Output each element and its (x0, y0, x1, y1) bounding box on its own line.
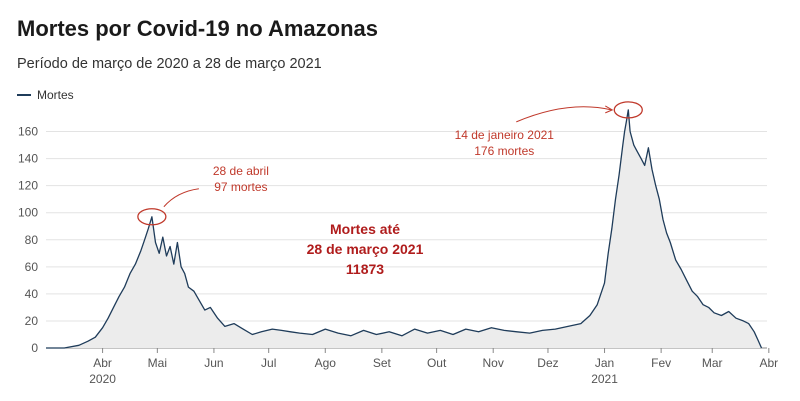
y-tick-label: 40 (25, 287, 39, 301)
y-tick-label: 160 (18, 125, 38, 139)
x-tick-year-label: 2021 (591, 372, 618, 386)
legend-swatch (17, 94, 31, 96)
y-tick-label: 60 (25, 260, 39, 274)
area-layer (46, 109, 763, 349)
legend: Mortes (17, 88, 74, 102)
x-tick-label: Jul (261, 356, 276, 370)
x-tick-label: Fev (651, 356, 671, 370)
total-deaths-text: 11873 (346, 261, 384, 277)
peak-arrowhead-january (605, 105, 614, 114)
series-line-mortes (46, 109, 763, 349)
y-tick-label: 120 (18, 179, 38, 193)
x-tick-label: Nov (483, 356, 504, 370)
annotation-text-april: 97 mortes (214, 180, 267, 194)
chart-title: Mortes por Covid-19 no Amazonas (17, 16, 379, 41)
total-deaths-text: 28 de março 2021 (307, 241, 424, 257)
x-tick-label: Mai (148, 356, 167, 370)
annotation-layer: 28 de abril 97 mortes 14 de janeiro 2021 17… (137, 101, 643, 277)
x-tick-year-label: 2020 (89, 372, 116, 386)
x-tick-label: Jan (595, 356, 614, 370)
legend-label: Mortes (37, 88, 74, 102)
annotation-text-april: 28 de abril (213, 164, 269, 178)
annotation-text-january: 176 mortes (474, 144, 534, 158)
y-tick-label: 100 (18, 206, 38, 220)
x-tick-label: Out (427, 356, 447, 370)
x-tick-label: Ago (315, 356, 337, 370)
peak-arrow-april (163, 188, 199, 208)
peak-arrow-january (516, 106, 612, 123)
chart-subtitle: Período de março de 2020 a 28 de março 2… (17, 56, 322, 72)
y-tick-label: 80 (25, 233, 39, 247)
y-tick-label: 0 (31, 341, 38, 355)
x-tick-label: Abr (759, 356, 778, 370)
y-tick-label: 20 (25, 314, 39, 328)
x-tick-label: Mar (702, 356, 723, 370)
x-tick-label: Set (373, 356, 392, 370)
peak-circle-april (137, 208, 167, 226)
axis-layer: 0 20 40 60 80 100 120 140 160 Abr 2020 Mai Jun Jul Ago… (18, 125, 778, 386)
x-tick-label: Jun (204, 356, 223, 370)
annotation-text-january: 14 de janeiro 2021 (455, 128, 555, 142)
y-tick-label: 140 (18, 152, 38, 166)
x-tick-label: Abr (93, 356, 112, 370)
total-deaths-text: Mortes até (330, 221, 400, 237)
x-tick-label: Dez (537, 356, 558, 370)
series-area-mortes (46, 109, 762, 349)
peak-circle-january (613, 101, 643, 119)
